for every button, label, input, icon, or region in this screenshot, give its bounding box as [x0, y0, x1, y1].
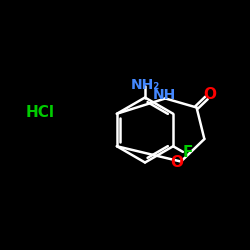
Text: O: O: [170, 155, 183, 170]
Text: O: O: [203, 87, 216, 102]
Text: NH: NH: [152, 88, 176, 102]
Text: NH₂: NH₂: [130, 78, 160, 92]
Text: F: F: [182, 145, 193, 160]
Text: HCl: HCl: [26, 105, 54, 120]
